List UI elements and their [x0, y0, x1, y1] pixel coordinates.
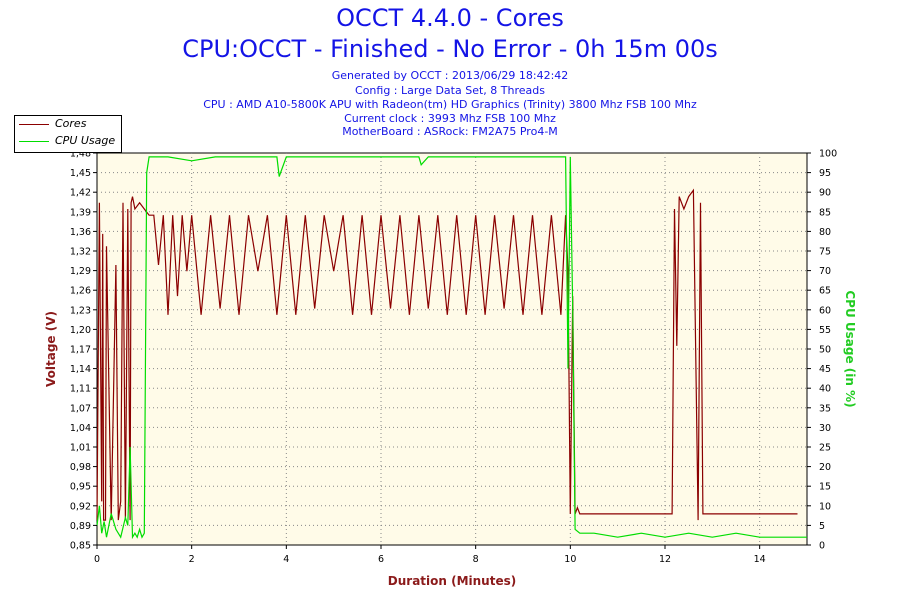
y-left-tick-label: 1,04 — [70, 423, 91, 434]
y-right-tick-label: 5 — [819, 521, 825, 532]
y-left-tick-label: 0,98 — [70, 462, 91, 473]
info-clock: Current clock : 3993 Mhz FSB 100 Mhz — [344, 112, 556, 125]
y-left-tick-label: 1,20 — [70, 325, 91, 336]
legend-swatch-cores — [19, 124, 49, 125]
y-right-tick-label: 30 — [819, 423, 831, 434]
legend-item-cpu-usage: CPU Usage — [15, 133, 121, 150]
y-left-tick-label: 0,92 — [70, 501, 91, 512]
y-left-tick-label: 1,14 — [70, 364, 91, 375]
legend-label-cpu-usage: CPU Usage — [55, 134, 116, 147]
y-right-tick-label: 0 — [819, 541, 825, 552]
y-right-tick-label: 10 — [819, 501, 831, 512]
y-right-tick-label: 25 — [819, 443, 831, 454]
y-left-tick-label: 0,89 — [70, 521, 91, 532]
grid-lines — [97, 153, 807, 545]
y-right-tick-label: 45 — [819, 364, 831, 375]
y-left-tick-label: 1,11 — [70, 384, 91, 395]
y-left-tick-label: 0,85 — [70, 541, 91, 552]
x-axis-label: Duration (Minutes) — [388, 574, 516, 588]
y-axis-label-right: CPU Usage (in %) — [843, 290, 857, 407]
y-right-tick-label: 75 — [819, 247, 831, 258]
series-line-cores — [96, 188, 798, 521]
x-tick-label: 12 — [659, 554, 671, 565]
y-right-ticks: 0 5 10 15 20 25 30 35 40 45 50 55 60 65 70 75 80 85 90 95 10… — [807, 149, 837, 552]
y-right-tick-label: 95 — [819, 168, 831, 179]
y-right-tick-label: 90 — [819, 188, 831, 199]
y-left-tick-label: 1,45 — [70, 168, 91, 179]
info-motherboard: MotherBoard : ASRock: FM2A75 Pro4-M — [342, 125, 558, 138]
y-right-tick-label: 60 — [819, 305, 831, 316]
y-left-tick-label: 0,95 — [70, 482, 91, 493]
legend: Cores CPU Usage — [14, 115, 122, 153]
info-cpu: CPU : AMD A10-5800K APU with Radeon(tm) … — [203, 98, 697, 111]
x-tick-label: 10 — [564, 554, 576, 565]
y-right-tick-label: 15 — [819, 482, 831, 493]
y-right-tick-label: 85 — [819, 207, 831, 218]
x-tick-label: 14 — [754, 554, 766, 565]
x-tick-label: 8 — [473, 554, 479, 565]
info-generated: Generated by OCCT : 2013/06/29 18:42:42 — [331, 69, 569, 82]
y-axis-label-left: Voltage (V) — [44, 311, 58, 387]
y-left-tick-label: 1,07 — [70, 403, 91, 414]
y-left-tick-label: 1,32 — [70, 247, 91, 258]
legend-label-cores: Cores — [55, 117, 87, 130]
y-left-tick-label: 1,39 — [70, 207, 91, 218]
x-ticks: 0 2 4 6 8 10 12 14 — [94, 545, 766, 565]
y-left-tick-label: 1,48 — [70, 149, 91, 160]
info-config: Config : Large Data Set, 8 Threads — [355, 84, 545, 97]
legend-swatch-cpu-usage — [19, 141, 49, 142]
y-left-tick-label: 1,36 — [70, 227, 91, 238]
y-left-tick-label: 1,01 — [70, 443, 91, 454]
y-right-tick-label: 40 — [819, 384, 831, 395]
x-tick-label: 0 — [94, 554, 100, 565]
y-left-tick-label: 1,42 — [70, 188, 91, 199]
y-right-tick-label: 55 — [819, 325, 831, 336]
x-tick-label: 6 — [378, 554, 384, 565]
y-left-tick-label: 1,26 — [70, 286, 91, 297]
chart-subtitle: CPU:OCCT - Finished - No Error - 0h 15m … — [182, 35, 718, 63]
y-right-tick-label: 50 — [819, 345, 831, 356]
legend-item-cores: Cores — [15, 116, 121, 133]
plot-area — [96, 152, 808, 546]
series-group — [96, 156, 807, 540]
x-tick-label: 4 — [283, 554, 289, 565]
y-left-ticks: 0,85 0,89 0,92 0,95 0,98 1,01 1,04 1,07 1,11 1,14… — [70, 149, 97, 552]
y-right-tick-label: 80 — [819, 227, 831, 238]
y-right-tick-label: 100 — [819, 149, 837, 160]
y-right-tick-label: 20 — [819, 462, 831, 473]
chart-title: OCCT 4.4.0 - Cores — [336, 4, 564, 32]
series-line-cpu-usage — [96, 156, 807, 540]
y-left-tick-label: 1,17 — [70, 345, 91, 356]
y-left-tick-label: 1,23 — [70, 305, 91, 316]
y-right-tick-label: 70 — [819, 266, 831, 277]
y-left-tick-label: 1,29 — [70, 266, 91, 277]
y-right-tick-label: 65 — [819, 286, 831, 297]
x-tick-label: 2 — [189, 554, 195, 565]
y-right-tick-label: 35 — [819, 403, 831, 414]
